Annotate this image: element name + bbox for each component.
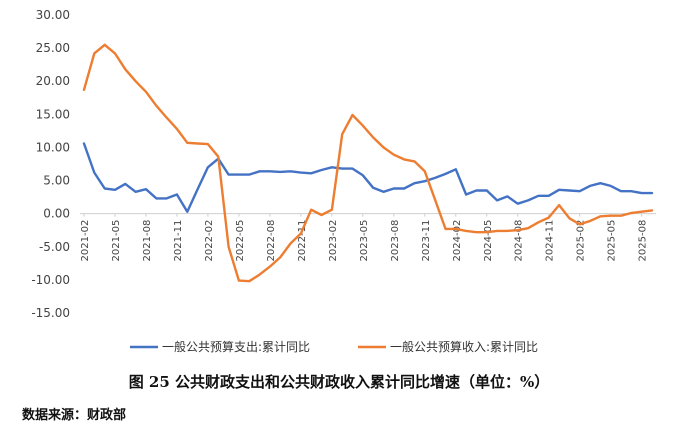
y-tick-label: -15.00 — [31, 306, 70, 320]
x-tick-label: 2021-11 — [173, 220, 184, 262]
x-tick-label: 2024-11 — [545, 220, 556, 262]
chart-area: 30.00 25.00 20.00 15.00 10.00 5.00 0.00 -5.00 -1… — [31, 8, 656, 354]
x-tick-label: 2023-05 — [359, 220, 370, 262]
series-line-2 — [82, 43, 654, 283]
x-axis-ticks: 2021-02 2021-05 2021-08 2021-11 2022-02 2022-… — [80, 213, 649, 262]
y-tick-label: 30.00 — [36, 8, 70, 22]
x-tick-label: 2022-02 — [204, 220, 215, 262]
x-tick-label: 2023-11 — [421, 220, 432, 262]
y-tick-label: -5.00 — [39, 240, 70, 254]
data-source-note: 数据来源：财政部 — [22, 408, 127, 423]
x-tick-label: 2021-05 — [111, 220, 122, 262]
y-tick-label: 0.00 — [43, 207, 70, 221]
figure-caption: 图 25 公共财政支出和公共财政收入累计同比增速（单位：%） — [128, 373, 550, 391]
line-chart: 30.00 25.00 20.00 15.00 10.00 5.00 0.00 -5.00 -1… — [31, 8, 656, 354]
x-tick-label: 2025-08 — [638, 220, 649, 262]
y-tick-label: 25.00 — [36, 41, 70, 55]
y-tick-label: 10.00 — [36, 140, 70, 154]
legend-label: 一般公共预算收入:累计同比 — [390, 339, 538, 354]
x-tick-label: 2021-02 — [80, 220, 91, 262]
x-tick-label: 2022-08 — [266, 220, 277, 262]
x-tick-label: 2023-02 — [328, 220, 339, 262]
legend: 一般公共预算支出:累计同比 一般公共预算收入:累计同比 — [130, 339, 538, 354]
x-tick-label: 2025-02 — [576, 220, 587, 262]
x-tick-label: 2024-08 — [514, 220, 525, 262]
x-tick-label: 2021-08 — [142, 220, 153, 262]
x-tick-label: 2023-08 — [390, 220, 401, 262]
y-tick-label: 5.00 — [43, 174, 70, 188]
y-tick-label: -10.00 — [31, 273, 70, 287]
x-tick-label: 2025-05 — [607, 220, 618, 262]
series-layer — [82, 43, 654, 283]
y-tick-label: 15.00 — [36, 107, 70, 121]
y-tick-label: 20.00 — [36, 74, 70, 88]
series-line-1 — [82, 142, 654, 213]
legend-label: 一般公共预算支出:累计同比 — [162, 339, 310, 354]
y-axis-ticks: 30.00 25.00 20.00 15.00 10.00 5.00 0.00 -5.00 -1… — [31, 8, 70, 320]
x-tick-label: 2024-02 — [452, 220, 463, 262]
x-tick-label: 2024-05 — [483, 220, 494, 262]
x-tick-label: 2022-05 — [235, 220, 246, 262]
x-tick-label: 2022-11 — [297, 220, 308, 262]
